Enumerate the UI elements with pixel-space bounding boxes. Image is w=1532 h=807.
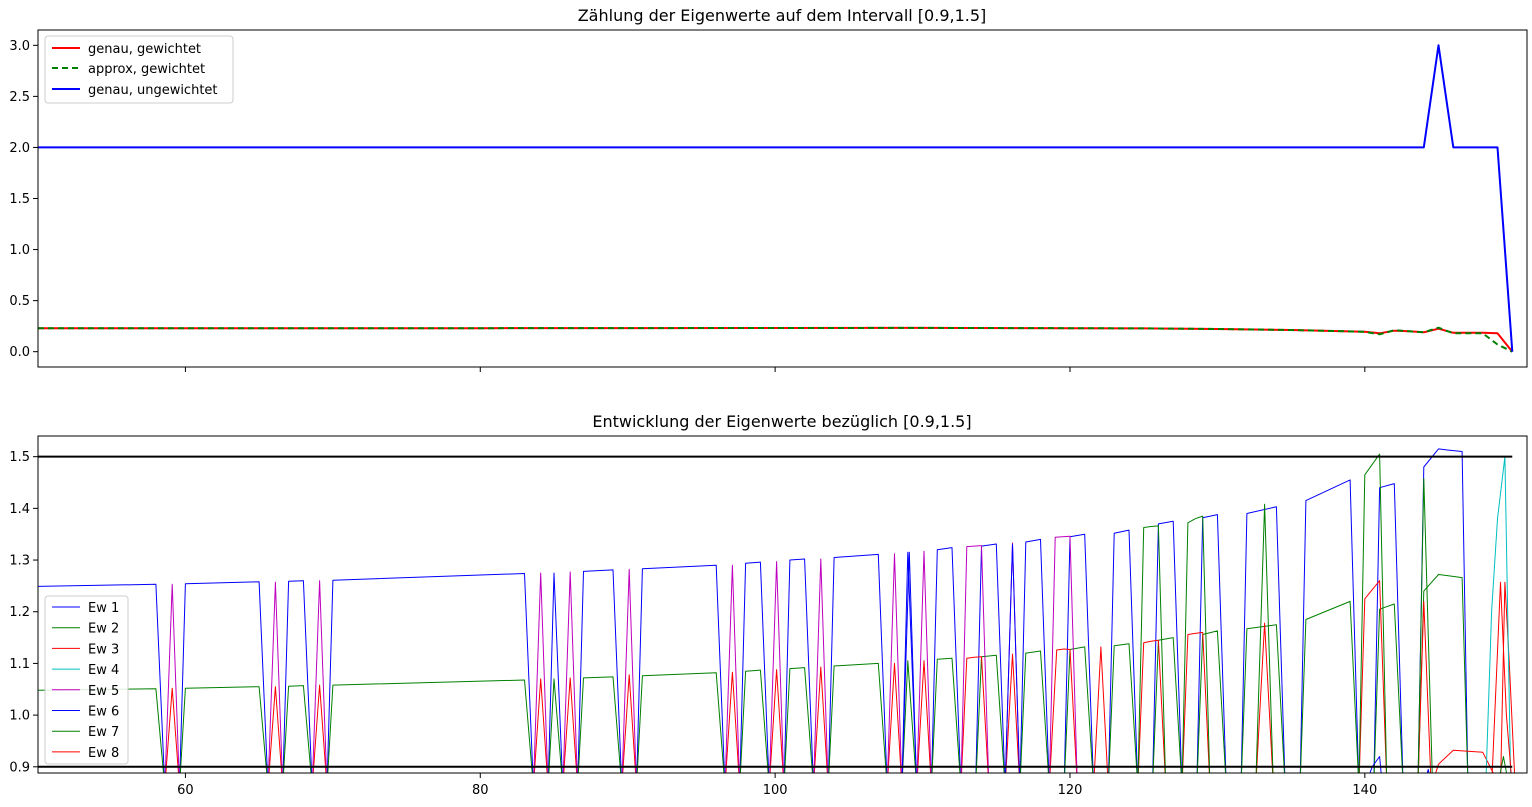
bottom-legend: Ew 1 Ew 2 Ew 3 Ew 4 Ew 5 Ew 6 Ew 7 Ew 8 bbox=[44, 595, 129, 765]
bottom-chart-title: Entwicklung der Eigenwerte bezüglich [0.… bbox=[592, 412, 971, 431]
bottom-x-tick-label: 100 bbox=[763, 783, 788, 798]
bottom-series-line-8 bbox=[1491, 581, 1512, 773]
bottom-series-line-5 bbox=[164, 535, 1078, 773]
bottom-legend-label-5: Ew 5 bbox=[88, 684, 119, 699]
bottom-y-tick-label: 1.0 bbox=[9, 709, 30, 724]
bottom-x-tick-label: 120 bbox=[1058, 783, 1083, 798]
top-x-axis bbox=[184, 367, 1366, 372]
bottom-series-line-4 bbox=[1485, 456, 1512, 773]
top-axes-frame bbox=[37, 29, 1528, 368]
bottom-series-line-2 bbox=[38, 574, 1469, 773]
bottom-series-group bbox=[38, 448, 1516, 773]
top-y-tick-label: 2.0 bbox=[9, 141, 30, 156]
top-chart: Zählung der Eigenwerte auf dem Intervall… bbox=[9, 6, 1528, 372]
bottom-y-axis: 0.9 1.0 1.1 1.2 1.3 1.4 1.5 bbox=[9, 450, 38, 775]
bottom-series-line-1 bbox=[38, 448, 1469, 773]
top-y-tick-label: 3.0 bbox=[9, 39, 30, 54]
top-y-tick-label: 2.5 bbox=[9, 90, 30, 105]
bottom-x-tick-label: 140 bbox=[1352, 783, 1377, 798]
top-legend: genau, gewichtet approx, gewichtet genau… bbox=[44, 35, 234, 104]
bottom-legend-label-1: Ew 1 bbox=[88, 601, 119, 616]
bottom-x-tick-label: 80 bbox=[472, 783, 489, 798]
top-legend-label-1: genau, gewichtet bbox=[88, 42, 201, 57]
top-y-axis: 0.0 0.5 1.0 1.5 2.0 2.5 3.0 bbox=[9, 39, 38, 360]
bottom-chart: Entwicklung der Eigenwerte bezüglich [0.… bbox=[9, 412, 1528, 798]
bottom-series-line-7 bbox=[1137, 453, 1508, 773]
top-legend-label-2: approx, gewichtet bbox=[88, 62, 205, 77]
bottom-legend-label-7: Ew 7 bbox=[88, 725, 119, 740]
bottom-axes-frame bbox=[37, 435, 1528, 774]
top-series-line-1 bbox=[38, 326, 1514, 353]
bottom-legend-label-3: Ew 3 bbox=[88, 642, 119, 657]
bottom-legend-label-4: Ew 4 bbox=[88, 663, 119, 678]
top-legend-box bbox=[44, 35, 234, 104]
top-legend-label-3: genau, ungewichtet bbox=[88, 83, 218, 98]
bottom-legend-items: Ew 1 Ew 2 Ew 3 Ew 4 Ew 5 Ew 6 Ew 7 Ew 8 bbox=[52, 601, 119, 761]
top-series-line-3 bbox=[38, 44, 1514, 352]
bottom-y-tick-label: 1.4 bbox=[9, 502, 30, 517]
bottom-x-axis: 60 80 100 120 140 bbox=[177, 773, 1377, 798]
bottom-y-tick-label: 0.9 bbox=[9, 760, 30, 775]
top-series-line-2 bbox=[38, 326, 1513, 353]
bottom-y-tick-label: 1.2 bbox=[9, 605, 30, 620]
top-y-tick-label: 1.0 bbox=[9, 243, 30, 258]
top-y-tick-label: 0.0 bbox=[9, 345, 30, 360]
bottom-y-tick-label: 1.5 bbox=[9, 450, 30, 465]
bottom-legend-label-6: Ew 6 bbox=[88, 705, 119, 720]
bottom-y-tick-label: 1.1 bbox=[9, 657, 30, 672]
bottom-reference-lines bbox=[38, 455, 1513, 768]
bottom-legend-label-8: Ew 8 bbox=[88, 746, 119, 761]
bottom-x-tick-label: 60 bbox=[177, 783, 194, 798]
bottom-legend-box bbox=[44, 595, 129, 765]
top-series-group bbox=[38, 44, 1514, 353]
top-y-tick-label: 0.5 bbox=[9, 294, 30, 309]
bottom-y-tick-label: 1.3 bbox=[9, 554, 30, 569]
top-chart-title: Zählung der Eigenwerte auf dem Intervall… bbox=[578, 6, 987, 25]
top-y-tick-label: 1.5 bbox=[9, 192, 30, 207]
bottom-legend-label-2: Ew 2 bbox=[88, 622, 119, 637]
